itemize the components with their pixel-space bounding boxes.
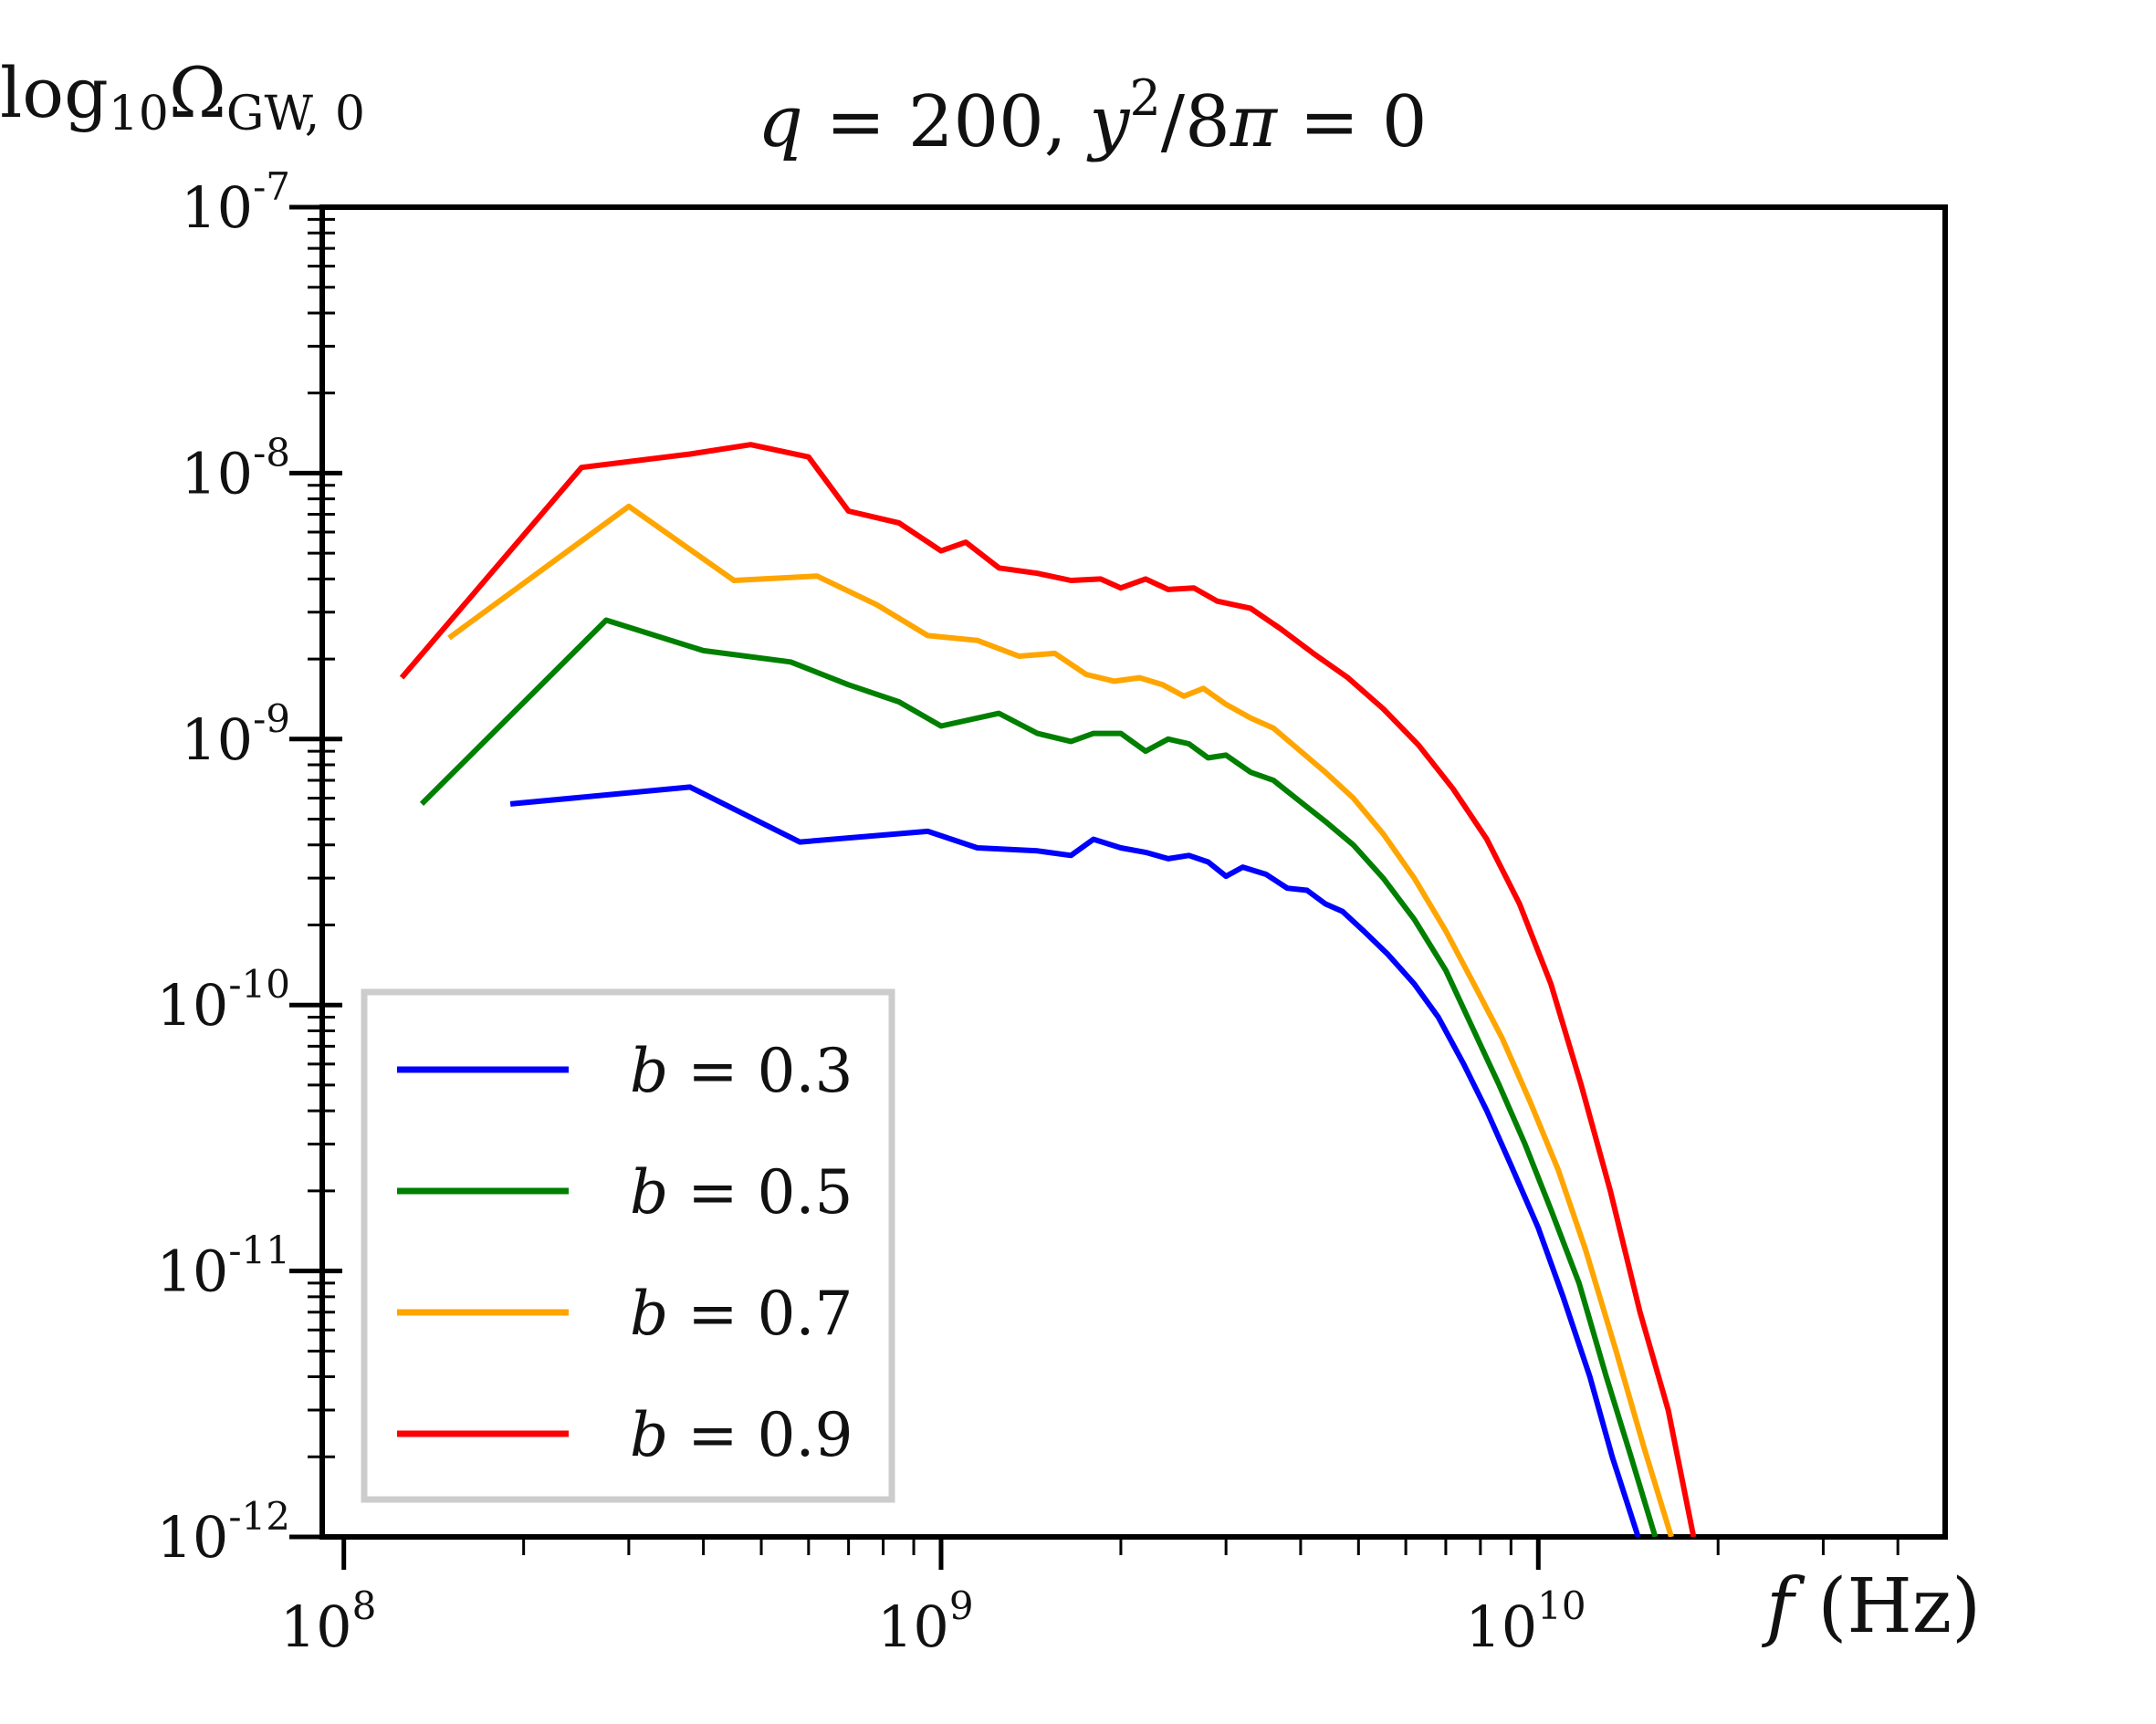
chart-title: q = 200, y2/8π = 0 [758,69,1428,163]
x-axis-label: f (Hz) [1761,1563,1981,1650]
x-tick-label: 1010 [1465,1583,1586,1660]
y-tick-label: 10-8 [181,430,290,507]
plot-area-frame [319,204,1948,1540]
legend-label: b = 0.5 [630,1157,853,1228]
legend-label: b = 0.3 [630,1036,853,1106]
legend-label: b = 0.7 [630,1279,853,1349]
y-tick-label: 10-9 [181,696,290,773]
legend-label: b = 0.9 [630,1400,853,1470]
x-tick-label: 109 [877,1583,974,1660]
y-tick-label: 10-11 [156,1228,290,1305]
series-lines [399,442,1697,1537]
series-line-1 [509,784,1641,1537]
legend-frame [361,988,895,1503]
x-tick-label: 108 [280,1583,377,1660]
series-line-3 [447,503,1674,1537]
y-axis-label: log10ΩGW, 0 [0,52,365,141]
series-line-4 [399,442,1697,1537]
minor-ticks [308,217,1900,1555]
legend: b = 0.3 b = 0.5 b = 0.7 b = 0.9 [361,988,895,1503]
y-tick-label: 10-10 [156,962,290,1039]
y-tick-label: 10-7 [181,164,290,241]
series-line-2 [419,617,1659,1537]
major-ticks [289,204,1541,1570]
tick-labels: 108 109 1010 10-7 10-8 10-9 10-10 10-11 10-12 [156,164,1586,1660]
y-tick-label: 10-12 [156,1494,290,1571]
